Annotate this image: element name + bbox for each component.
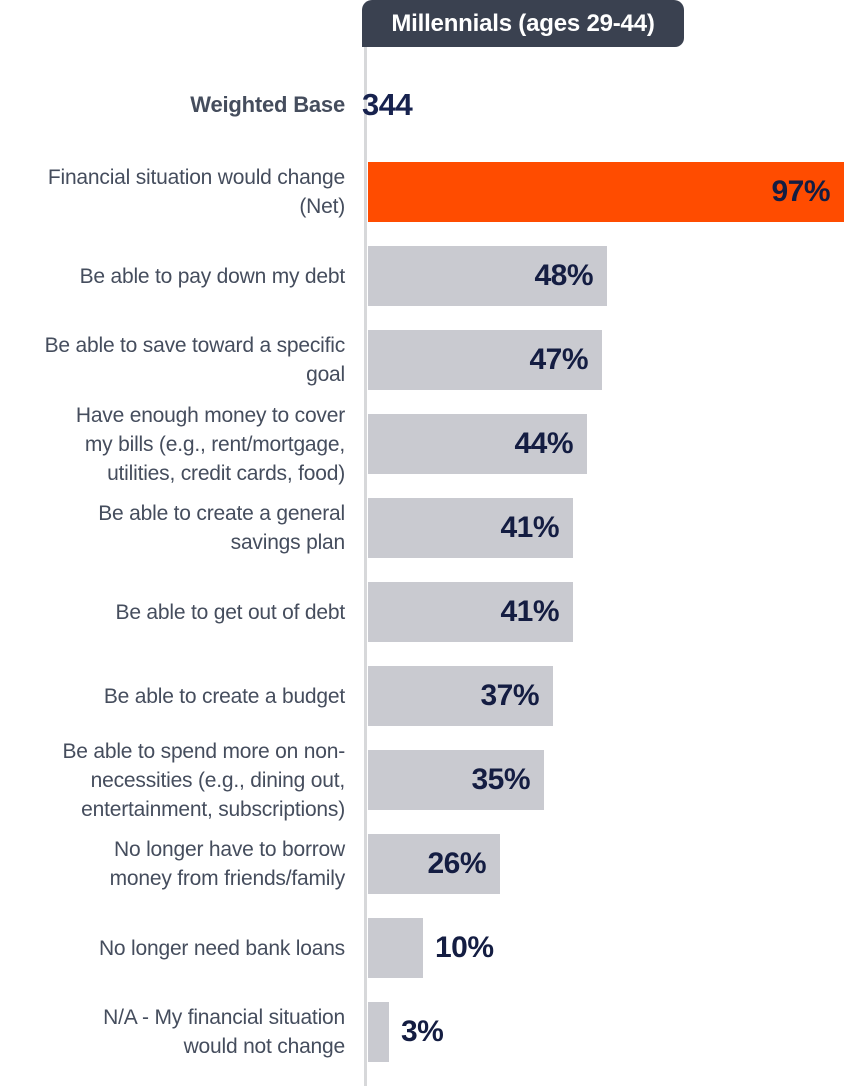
bar-value: 97% xyxy=(771,175,830,208)
bar-value: 26% xyxy=(427,847,486,880)
row-label: No longer need bank loans xyxy=(98,936,345,960)
bar-track: 10% xyxy=(368,918,852,978)
weighted-base-label: Weighted Base xyxy=(190,91,345,117)
bar: 44% xyxy=(368,414,587,474)
bar-row: Financial situation would change (Net) 97… xyxy=(0,162,852,222)
bar-row: Be able to get out of debt 41% xyxy=(0,582,852,642)
row-label: Be able to get out of debt xyxy=(115,600,346,624)
y-axis-line xyxy=(364,47,367,1086)
bar-value: 3% xyxy=(401,1015,444,1048)
bar-row: No longer need bank loans 10% xyxy=(0,918,852,978)
bar: 48% xyxy=(368,246,607,306)
bar-value: 10% xyxy=(435,931,494,964)
bar: 26% xyxy=(368,834,500,894)
bar-value: 48% xyxy=(534,259,593,292)
bar: 37% xyxy=(368,666,553,726)
bar-track: 41% xyxy=(368,582,852,642)
weighted-base-value: 344 xyxy=(362,86,413,122)
row-label: Be able to pay down my debt xyxy=(79,264,346,288)
bar: 41% xyxy=(368,582,573,642)
bar-track: 41% xyxy=(368,498,852,558)
bar: 35% xyxy=(368,750,544,810)
row-label: N/A - My financial situation would not c… xyxy=(103,1006,345,1058)
row-label: Be able to save toward a specific goal xyxy=(44,334,346,386)
row-label: Be able to spend more on non- necessitie… xyxy=(62,739,345,821)
bar-track: 35% xyxy=(368,750,852,810)
bar xyxy=(368,918,423,978)
bar-value: 37% xyxy=(480,679,539,712)
row-label: Financial situation would change (Net) xyxy=(47,166,345,218)
bar-track: 3% xyxy=(368,1002,852,1062)
bar-value: 41% xyxy=(500,511,559,544)
bar-row: No longer have to borrow money from frie… xyxy=(0,834,852,894)
row-label: Be able to create a general savings plan xyxy=(98,502,345,554)
row-label: Have enough money to cover my bills (e.g… xyxy=(75,403,345,485)
tab-label: Millennials (ages 29-44) xyxy=(391,9,655,37)
bar-track: 48% xyxy=(368,246,852,306)
bar-track: 37% xyxy=(368,666,852,726)
bar: 41% xyxy=(368,498,573,558)
bar-row: Have enough money to cover my bills (e.g… xyxy=(0,404,852,485)
bar-row: Be able to create a general savings plan… xyxy=(0,498,852,558)
bar-row: Be able to spend more on non- necessitie… xyxy=(0,740,852,821)
bar-rows: Financial situation would change (Net) 97… xyxy=(0,162,852,1086)
bar-track: 97% xyxy=(368,162,852,222)
bar-row: Be able to pay down my debt 48% xyxy=(0,246,852,306)
bar-row: N/A - My financial situation would not c… xyxy=(0,1002,852,1062)
bar-track: 26% xyxy=(368,834,852,894)
bar-track: 44% xyxy=(368,414,852,474)
row-label: Be able to create a budget xyxy=(103,684,345,708)
bar xyxy=(368,1002,389,1062)
bar-row: Be able to create a budget 37% xyxy=(0,666,852,726)
bar: 47% xyxy=(368,330,602,390)
bar-value: 47% xyxy=(529,343,588,376)
bar-value: 35% xyxy=(471,763,530,796)
bar-value: 41% xyxy=(500,595,559,628)
tab-millennials[interactable]: Millennials (ages 29-44) xyxy=(362,0,684,47)
bar: 97% xyxy=(368,162,844,222)
bar-track: 47% xyxy=(368,330,852,390)
weighted-base-row: Weighted Base 344 xyxy=(0,47,852,162)
bar-row: Be able to save toward a specific goal 47… xyxy=(0,330,852,390)
row-label: No longer have to borrow money from frie… xyxy=(109,838,346,890)
bar-value: 44% xyxy=(514,427,573,460)
